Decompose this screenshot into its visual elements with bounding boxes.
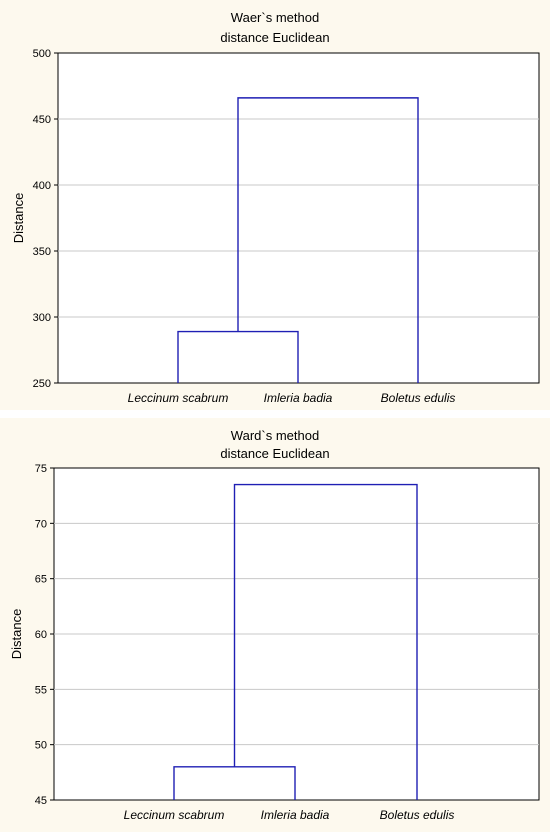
y-tick-label: 350 [33,246,51,258]
dendrogram-link [237,97,419,383]
dendrogram-links [173,483,418,800]
chart-panel-ward: Ward`s method distance Euclidean 45 50 55 6… [0,418,550,832]
dendrogram-links [177,97,419,383]
chart-title-line2: distance Euclidean [220,30,329,45]
dendrogram-waer: Waer`s method distance Euclidean 250 300 3… [11,10,540,405]
y-tick-label: 300 [33,312,51,324]
leaf-label: Boletus edulis [381,391,456,405]
y-tick-label: 75 [35,463,47,475]
y-tick-label: 70 [35,518,47,530]
y-tick-label: 45 [35,795,47,807]
chart-title-line1: Ward`s method [231,428,319,443]
dendrogram-ward: Ward`s method distance Euclidean 45 50 55 6… [9,428,540,822]
leaf-label: Imleria badia [264,391,333,405]
y-tick-label: 60 [35,629,47,641]
chart-title-line2: distance Euclidean [220,446,329,461]
grid-lines [58,118,539,318]
y-tick-label: 65 [35,574,47,586]
leaf-labels: Leccinum scabrum Imleria badia Boletus edu… [124,808,455,822]
chart-panel-waer: Waer`s method distance Euclidean 250 300 3… [0,0,550,410]
plot-area [57,52,540,384]
y-tick-label: 500 [33,48,51,60]
leaf-label: Leccinum scabrum [128,391,229,405]
leaf-labels: Leccinum scabrum Imleria badia Boletus edu… [128,391,456,405]
leaf-label: Boletus edulis [380,808,455,822]
y-axis-ticks: 250 300 350 400 450 500 [33,48,58,390]
y-tick-label: 55 [35,684,47,696]
y-axis-label: Distance [9,609,24,660]
grid-lines [54,522,539,746]
leaf-label: Leccinum scabrum [124,808,225,822]
leaf-label: Imleria badia [261,808,330,822]
chart-title-line1: Waer`s method [231,10,319,25]
y-axis-label: Distance [11,193,26,244]
y-axis-ticks: 45 50 55 60 65 70 75 [35,463,54,807]
y-tick-label: 450 [33,114,51,126]
dendrogram-link [233,483,418,800]
y-tick-label: 400 [33,180,51,192]
y-tick-label: 50 [35,740,47,752]
y-tick-label: 250 [33,378,51,390]
